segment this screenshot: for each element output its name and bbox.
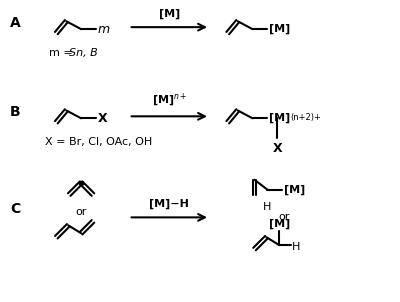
Text: H: H (292, 242, 300, 252)
Text: H: H (263, 201, 272, 211)
Text: Sn, B: Sn, B (69, 48, 98, 58)
Text: (n+2)+: (n+2)+ (290, 113, 321, 122)
Text: C: C (10, 202, 20, 217)
Text: [M]: [M] (159, 9, 180, 19)
Text: m =: m = (49, 48, 77, 58)
Text: [M]: [M] (269, 113, 291, 124)
Text: X: X (272, 142, 282, 155)
Text: [M]: [M] (269, 24, 291, 34)
Text: B: B (10, 105, 20, 119)
Text: [M]−H: [M]−H (149, 199, 189, 210)
Text: [M]: [M] (269, 219, 290, 229)
Text: [M]$^{n+}$: [M]$^{n+}$ (152, 92, 187, 108)
Text: [M]: [M] (284, 185, 306, 195)
Text: X: X (98, 112, 108, 125)
Text: X = Br, Cl, OAc, OH: X = Br, Cl, OAc, OH (46, 137, 153, 147)
Text: m: m (98, 23, 110, 36)
Text: or: or (278, 212, 290, 222)
Text: or: or (76, 207, 87, 217)
Text: A: A (10, 16, 20, 30)
